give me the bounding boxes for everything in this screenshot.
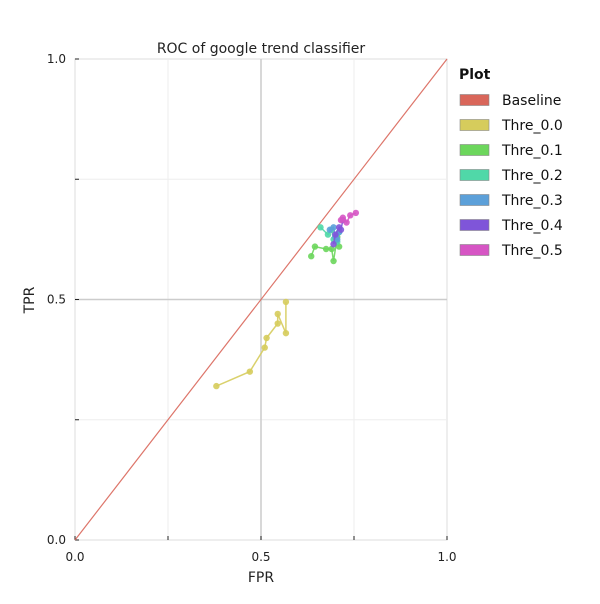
- data-point: [263, 334, 270, 342]
- data-point: [324, 231, 332, 238]
- data-point: [322, 245, 330, 253]
- legend-swatch: [459, 169, 490, 181]
- data-point: [282, 329, 290, 337]
- series-group: [74, 58, 448, 541]
- legend: Plot Baseline Thre_0.0 Thre_0.1 Thre_0.2 Thr…: [459, 67, 563, 259]
- data-point: [274, 310, 281, 318]
- legend-swatch: [459, 219, 490, 231]
- data-point: [330, 257, 337, 265]
- data-point: [317, 224, 324, 231]
- data-point: [246, 368, 254, 375]
- data-point: [213, 382, 220, 390]
- x-tick-label: 0.5: [251, 550, 270, 564]
- data-point: [311, 243, 319, 250]
- legend-label: Thre_0.3: [501, 193, 563, 209]
- legend-label: Thre_0.4: [501, 218, 563, 234]
- legend-swatch: [459, 119, 490, 131]
- data-point: [335, 243, 343, 250]
- data-point: [330, 240, 337, 248]
- data-point: [332, 231, 339, 238]
- x-tick-label: 0.0: [65, 550, 84, 564]
- tick-labels: 0.0 0.5 1.0 0.0 0.5 1.0: [47, 52, 457, 564]
- data-point: [347, 212, 354, 219]
- legend-swatch: [459, 94, 490, 106]
- x-tick-label: 1.0: [437, 550, 456, 564]
- series-line: [74, 58, 448, 541]
- legend-swatch: [459, 144, 490, 156]
- data-point: [274, 320, 281, 327]
- data-point: [339, 214, 347, 221]
- x-axis-label: FPR: [248, 570, 274, 586]
- legend-label: Thre_0.0: [501, 118, 563, 134]
- y-tick-label: 0.0: [47, 533, 66, 547]
- data-point: [352, 209, 360, 217]
- series-Thre_0.5: [337, 209, 360, 226]
- axis-ticks: [74, 58, 448, 541]
- y-axis-label: TPR: [22, 286, 38, 314]
- data-point: [282, 298, 290, 306]
- data-point: [308, 253, 315, 260]
- data-point: [328, 245, 335, 253]
- legend-label: Thre_0.1: [501, 143, 563, 159]
- series-line: [216, 301, 287, 387]
- data-point: [334, 236, 341, 243]
- series-Thre_0.0: [213, 298, 290, 390]
- legend-swatch: [459, 194, 490, 206]
- chart-title: ROC of google trend classifier: [157, 41, 366, 57]
- y-tick-label: 1.0: [47, 52, 66, 66]
- legend-title: Plot: [459, 67, 491, 83]
- data-point: [343, 219, 350, 226]
- series-Baseline: [74, 58, 448, 541]
- y-tick-label: 0.5: [47, 293, 66, 307]
- data-point: [330, 224, 337, 231]
- legend-label: Thre_0.2: [501, 168, 563, 184]
- legend-label: Thre_0.5: [501, 243, 563, 259]
- data-point: [261, 344, 268, 351]
- data-point: [337, 226, 345, 233]
- legend-swatch: [459, 244, 490, 256]
- legend-label: Baseline: [502, 93, 561, 109]
